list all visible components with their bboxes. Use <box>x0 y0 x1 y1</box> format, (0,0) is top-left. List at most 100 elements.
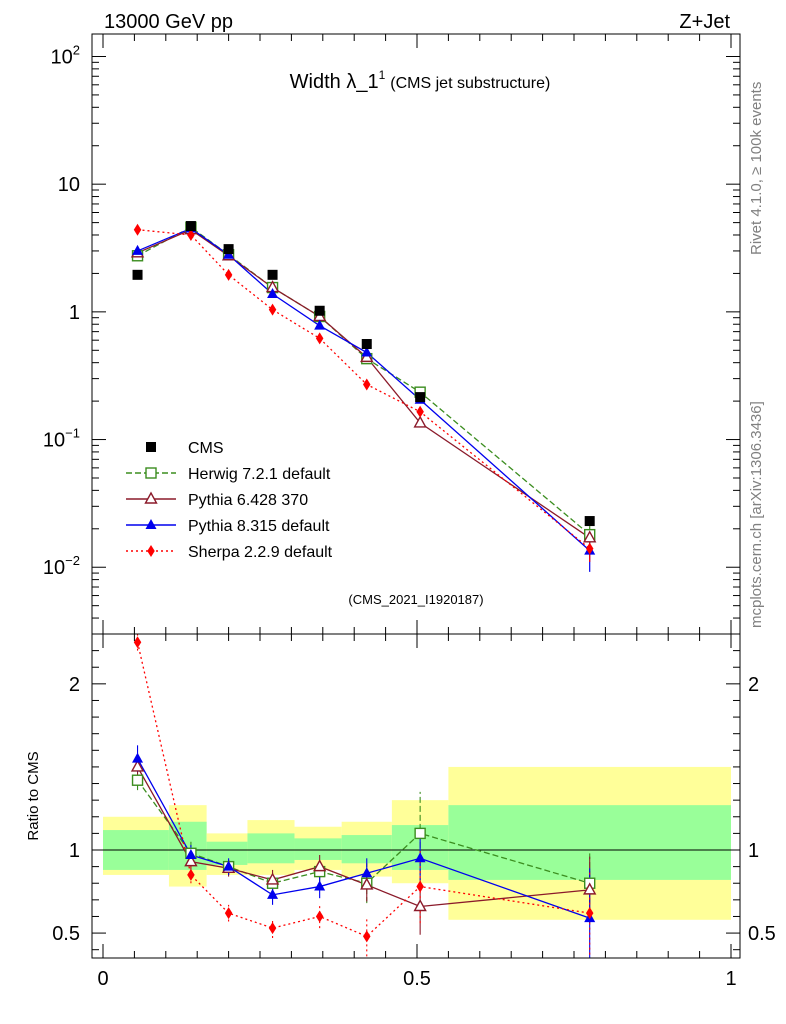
main-point-sherpa <box>416 405 424 418</box>
ratio-point-sherpa <box>224 907 233 920</box>
main-marks <box>130 221 597 572</box>
legend-marker-herwig <box>145 467 157 479</box>
main-y-tick-label: 10 <box>58 174 80 196</box>
main-line-sherpa <box>137 229 591 550</box>
main-point-cms <box>185 221 196 232</box>
main-point-py8 <box>361 346 373 357</box>
ratio-y-tick-label-right: 2 <box>748 674 759 696</box>
ratio-point-sherpa <box>416 880 424 893</box>
plot-title-main: Width λ_1 <box>290 71 379 93</box>
rivet-version-label: Rivet 4.1.0, ≥ 100k events <box>748 82 765 255</box>
legend-marker-cms <box>146 442 156 452</box>
legend-label-herwig: Herwig 7.2.1 default <box>188 466 331 483</box>
main-line-py8 <box>137 227 591 552</box>
main-point-cms <box>267 269 278 280</box>
ratio-x-tick-label: 0.5 <box>403 968 431 990</box>
energy-label: 13000 GeV pp <box>104 11 233 33</box>
ratio-point-py8 <box>361 867 373 878</box>
ratio-point-py8 <box>267 888 279 899</box>
main-point-cms <box>314 305 325 316</box>
legend-label-cms: CMS <box>188 440 224 457</box>
main-point-cms <box>132 269 143 280</box>
ratio-point-py8 <box>223 860 235 871</box>
ratio-point-py6 <box>130 759 145 772</box>
legend-entry-herwig: Herwig 7.2.1 default <box>126 466 331 483</box>
main-axis-ticks: 10−2 10−1 1 10 102 <box>43 34 740 635</box>
ratio-point-py6 <box>312 859 327 872</box>
main-point-cms <box>415 392 426 403</box>
main-point-sherpa <box>585 542 594 555</box>
ratio-point-py8 <box>185 848 197 859</box>
ratio-point-herwig <box>414 827 426 840</box>
ratio-line-py8 <box>136 758 590 919</box>
legend-label-sherpa: Sherpa 2.2.9 default <box>188 544 333 561</box>
main-y-tick-label: 1 <box>69 302 80 324</box>
ratio-point-sherpa <box>585 907 594 920</box>
ratio-point-py6 <box>265 872 280 885</box>
ratio-y-tick-label: 2 <box>69 674 80 696</box>
ratio-line-herwig <box>137 779 590 884</box>
ratio-point-herwig <box>131 774 144 786</box>
ratio-point-sherpa <box>315 910 324 923</box>
ratio-point-py8 <box>132 752 144 763</box>
ratio-point-py6 <box>184 854 198 867</box>
main-point-cms <box>584 516 595 527</box>
main-point-py8 <box>267 287 279 298</box>
ratio-point-py6 <box>583 882 597 895</box>
mcplots-label: mcplots.cern.ch [arXiv:1306.3436] <box>748 401 765 628</box>
ratio-point-py8 <box>414 852 426 863</box>
ratio-plot: 0.5 0.5 1 1 2 2 0 0.5 1 Ratio to CMS <box>25 633 776 990</box>
ratio-y-tick-label: 1 <box>69 840 80 862</box>
main-point-sherpa <box>133 223 142 236</box>
main-point-py6 <box>583 530 597 543</box>
main-point-sherpa <box>224 268 233 281</box>
legend-label-py6: Pythia 6.428 370 <box>188 492 308 509</box>
main-point-sherpa <box>315 332 324 345</box>
legend: CMS Herwig 7.2.1 default Pythia 6.428 370 P… <box>126 440 333 561</box>
ratio-y-tick-label: 0.5 <box>52 923 80 945</box>
ratio-band-inner <box>294 838 342 860</box>
ratio-y-tick-label-right: 0.5 <box>748 923 776 945</box>
main-point-cms <box>361 339 372 350</box>
ratio-bands <box>92 766 740 920</box>
plot-title-sub: (CMS jet substructure) <box>390 75 550 92</box>
main-point-sherpa <box>363 378 371 391</box>
ratio-point-sherpa <box>187 868 195 881</box>
plot-title-sup: 1 <box>379 68 386 82</box>
ratio-point-sherpa <box>268 922 277 935</box>
legend-entry-py8: Pythia 8.315 default <box>126 518 330 535</box>
main-y-tick-label: 10−1 <box>43 426 80 452</box>
ratio-band-inner <box>247 833 295 864</box>
ratio-point-sherpa <box>133 636 142 649</box>
legend-marker-py8 <box>145 519 157 529</box>
ratio-frame <box>91 633 741 959</box>
ratio-marks <box>130 634 597 958</box>
process-label: Z+Jet <box>679 11 730 33</box>
main-y-tick-label: 102 <box>51 42 80 68</box>
main-point-cms <box>223 244 234 255</box>
ratio-point-py6 <box>413 899 427 912</box>
ratio-band-inner <box>206 841 248 865</box>
ratio-line-py6 <box>136 766 590 908</box>
ratio-x-tick-label: 0 <box>97 968 108 990</box>
legend-entry-sherpa: Sherpa 2.2.9 default <box>126 544 333 561</box>
ratio-point-py8 <box>314 880 326 891</box>
ratio-point-py6 <box>360 877 374 890</box>
legend-entry-py6: Pythia 6.428 370 <box>126 491 308 509</box>
ratio-y-tick-label-right: 1 <box>748 840 759 862</box>
ratio-axis-ticks: 0.5 0.5 1 1 2 2 0 0.5 1 <box>52 634 776 990</box>
legend-marker-sherpa <box>147 545 155 557</box>
legend-entry-cms: CMS <box>146 440 224 457</box>
ratio-point-sherpa <box>363 930 371 943</box>
main-point-sherpa <box>187 228 195 241</box>
main-point-py8 <box>132 244 144 255</box>
analysis-label: (CMS_2021_I1920187) <box>348 592 483 607</box>
plot-title: Width λ_11 (CMS jet substructure) <box>290 68 551 93</box>
legend-label-py8: Pythia 8.315 default <box>188 518 330 535</box>
legend-marker-py6 <box>144 491 158 504</box>
ratio-y-axis-label: Ratio to CMS <box>25 751 42 840</box>
main-point-sherpa <box>268 303 277 316</box>
main-point-py8 <box>314 319 326 330</box>
